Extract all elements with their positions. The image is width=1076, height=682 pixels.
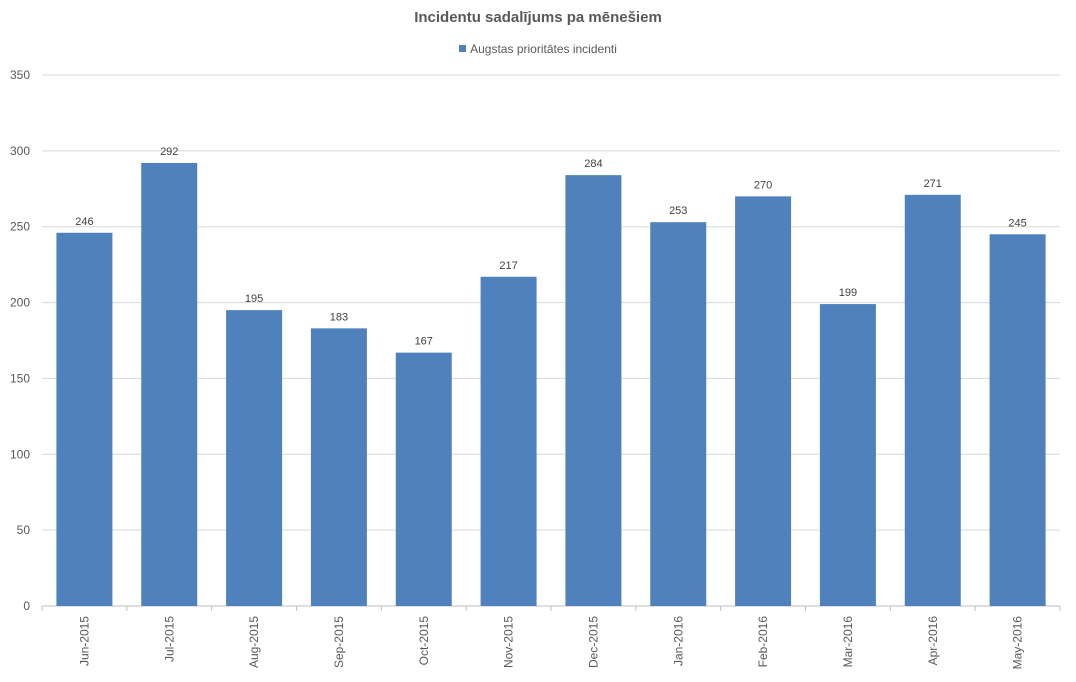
bar <box>904 194 961 606</box>
y-tick-label: 0 <box>23 599 30 613</box>
y-tick-label: 100 <box>10 447 30 461</box>
x-tick-label: Sep-2015 <box>332 616 346 668</box>
chart-legend: Augstas prioritātes incidenti <box>0 42 1076 56</box>
bar <box>989 234 1046 607</box>
x-tick-label: May-2016 <box>1011 616 1025 670</box>
bar <box>650 222 707 607</box>
data-label: 199 <box>839 287 857 299</box>
data-label: 245 <box>1008 217 1026 229</box>
data-label: 271 <box>924 178 942 190</box>
data-label: 292 <box>160 146 178 158</box>
x-tick-label: Jan-2016 <box>671 616 685 666</box>
data-label: 284 <box>584 158 602 170</box>
bar <box>480 276 537 606</box>
x-tick-label: Oct-2015 <box>417 616 431 666</box>
x-tick-label: Feb-2016 <box>756 616 770 668</box>
x-tick-label: Mar-2016 <box>841 616 855 668</box>
data-label: 167 <box>415 336 433 348</box>
bar <box>819 304 876 606</box>
x-tick-label: Aug-2015 <box>247 616 261 668</box>
y-tick-label: 350 <box>10 68 30 82</box>
chart-title: Incidentu sadalījums pa mēnešiem <box>414 9 662 26</box>
x-tick-label: Dec-2015 <box>586 616 600 668</box>
legend-swatch <box>459 45 467 52</box>
bar <box>565 175 622 607</box>
data-label: 217 <box>499 260 517 272</box>
x-tick-label: Apr-2016 <box>926 616 940 666</box>
data-label: 246 <box>75 216 93 228</box>
bar <box>310 328 367 606</box>
bar <box>735 196 792 606</box>
x-tick-label: Jun-2015 <box>77 616 91 666</box>
bar <box>395 352 452 606</box>
data-label: 195 <box>245 293 263 305</box>
data-label: 183 <box>330 311 348 323</box>
bar <box>141 162 198 606</box>
y-tick-label: 150 <box>10 371 30 385</box>
y-tick-label: 50 <box>17 523 31 537</box>
data-label: 270 <box>754 179 772 191</box>
y-tick-label: 200 <box>10 296 30 310</box>
y-tick-label: 300 <box>10 144 30 158</box>
y-tick-label: 250 <box>10 220 30 234</box>
data-label: 253 <box>669 205 687 217</box>
x-tick-label: Jul-2015 <box>162 616 176 662</box>
bar <box>56 232 113 607</box>
x-tick-label: Nov-2015 <box>502 616 516 668</box>
legend-label: Augstas prioritātes incidenti <box>470 42 617 56</box>
bar <box>226 310 283 606</box>
